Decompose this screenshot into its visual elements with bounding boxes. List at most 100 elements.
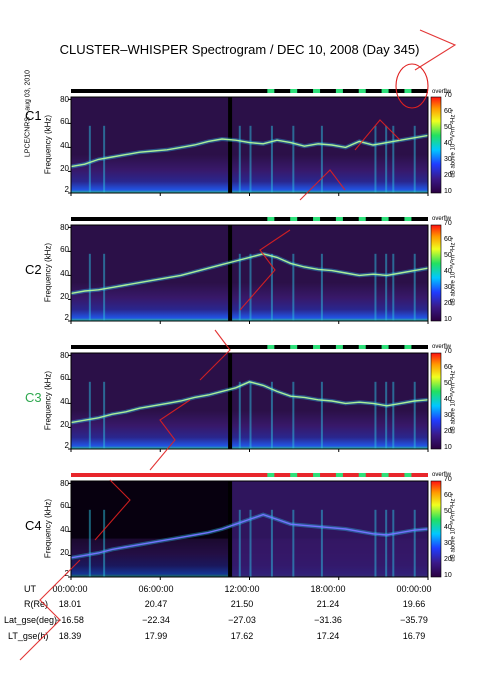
panel-c2-label: C2: [25, 262, 42, 277]
status-segment: [313, 217, 321, 221]
ephem-value: 16.79: [402, 631, 426, 641]
emission-streak: [249, 253, 252, 321]
status-bar: [71, 217, 428, 221]
panel-c4-ytick: 80: [60, 479, 69, 488]
colorbar-tick-label: 70: [444, 220, 452, 227]
status-segment: [335, 217, 343, 221]
emission-streak: [249, 381, 252, 449]
panel-c1-ytick: 2: [64, 185, 69, 194]
emission-streak: [292, 125, 295, 193]
emission-streak: [88, 125, 91, 193]
emission-streak: [238, 509, 241, 577]
status-segment: [313, 473, 321, 477]
panel-c2-ytick: 60: [60, 245, 69, 254]
colorbar-tick-label: 60: [444, 108, 452, 115]
plasma-frequency-halo: [70, 512, 429, 560]
status-segment: [335, 89, 343, 93]
watermark-stroke: [19, 559, 81, 661]
status-segment: [267, 345, 275, 349]
watermark-stroke: [239, 229, 291, 311]
x-tick-label: 00:00:00: [396, 584, 432, 594]
plasma-frequency-trace: [70, 134, 429, 168]
status-segment: [404, 89, 412, 93]
emission-streak: [249, 125, 252, 193]
emission-streak: [374, 381, 377, 449]
plasma-frequency-halo: [70, 133, 429, 169]
panel-c1-label: C1: [25, 108, 42, 123]
plasma-frequency-trace: [70, 513, 429, 559]
emission-streak: [385, 509, 388, 577]
colorbar-tick-label: 70: [444, 92, 452, 99]
colorbar-tick-label: 10: [444, 188, 452, 195]
watermark-stroke: [299, 169, 346, 201]
emission-streak: [270, 253, 273, 321]
plasma-frequency-halo: [70, 251, 429, 296]
colorbar-tick-label: 20: [444, 556, 452, 563]
emission-streak: [103, 381, 106, 449]
ephem-value: 21.24: [316, 599, 340, 609]
colorbar-tick-label: 50: [444, 252, 452, 259]
status-segment: [335, 473, 343, 477]
emission-streak: [374, 509, 377, 577]
emission-streak: [292, 509, 295, 577]
emission-streak: [270, 381, 273, 449]
ephem-value: 19.66: [402, 599, 426, 609]
colorbar: [430, 96, 442, 194]
panel-c1-ytick: 60: [60, 117, 69, 126]
watermark-stroke: [199, 329, 231, 381]
emission-streak: [413, 509, 416, 577]
emission-streak: [88, 509, 91, 577]
emission-streak: [88, 381, 91, 449]
emission-streak: [103, 253, 106, 321]
plasma-frequency-halo: [70, 379, 429, 425]
colorbar: [430, 352, 442, 450]
colorbar-tick-label: 30: [444, 156, 452, 163]
panel-c4-ytick: 20: [60, 548, 69, 557]
emission-streak: [292, 381, 295, 449]
overflow-label: overflw: [432, 89, 452, 95]
colorbar-tick-label: 60: [444, 364, 452, 371]
status-segment: [358, 345, 366, 349]
ephem-value: 17.24: [316, 631, 340, 641]
colorbar-tick-label: 30: [444, 540, 452, 547]
panel-c2-ytick: 20: [60, 292, 69, 301]
ephem-label-r: R(Re): [24, 599, 48, 609]
status-segment: [358, 89, 366, 93]
colorbar-tick-label: 10: [444, 316, 452, 323]
status-bar: [71, 473, 428, 477]
emission-streak: [374, 253, 377, 321]
ephem-value: 18.01: [58, 599, 82, 609]
status-segment: [290, 473, 298, 477]
emission-streak: [320, 509, 323, 577]
overflow-label: overflw: [432, 472, 452, 478]
colorbar-tick-label: 10: [444, 444, 452, 451]
emission-streak: [238, 125, 241, 193]
colorbar-tick-label: 60: [444, 236, 452, 243]
status-segment: [358, 473, 366, 477]
watermark-stroke: [354, 119, 401, 151]
data-gap: [228, 481, 233, 577]
panel-c2: [68, 217, 442, 324]
panel-c1-ytick: 80: [60, 95, 69, 104]
status-segment: [313, 89, 321, 93]
ephem-value: −22.34: [142, 615, 170, 625]
panel-c3-ytick: 80: [60, 351, 69, 360]
ephem-value: −16.58: [56, 615, 84, 625]
panel-c4-ytick: 60: [60, 501, 69, 510]
watermark-stroke: [94, 479, 131, 541]
colorbar-tick-label: 40: [444, 396, 452, 403]
status-segment: [358, 217, 366, 221]
x-tick-label: 06:00:00: [138, 584, 174, 594]
status-segment: [267, 89, 275, 93]
panel-c4: [68, 473, 442, 580]
plasma-frequency-trace: [70, 381, 429, 424]
status-segment: [381, 89, 389, 93]
emission-streak: [249, 509, 252, 577]
ephem-value: −27.03: [228, 615, 256, 625]
ephem-value: −35.79: [400, 615, 428, 625]
emission-streak: [320, 381, 323, 449]
colorbar-tick-label: 10: [444, 572, 452, 579]
panel-c3: [68, 345, 442, 452]
emission-streak: [392, 381, 395, 449]
